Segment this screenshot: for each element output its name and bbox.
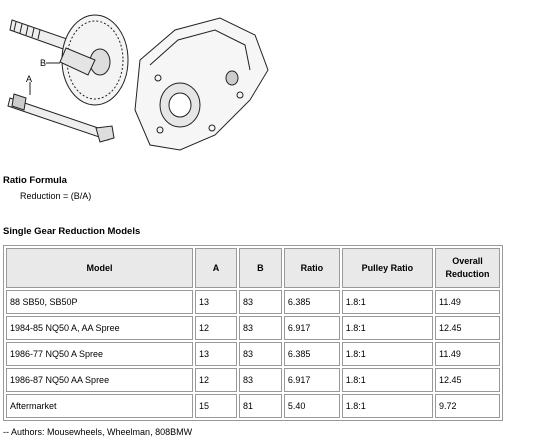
table-title: Single Gear Reduction Models xyxy=(3,226,141,237)
table-cell: 1.8:1 xyxy=(341,368,434,392)
label-b: B xyxy=(40,58,46,68)
table-cell: 13 xyxy=(194,290,237,314)
table-cell: 1.8:1 xyxy=(341,394,434,418)
column-header: Model xyxy=(6,248,193,288)
table-row: Aftermarket 15 81 5.40 1.8:1 9.72 xyxy=(6,394,500,418)
label-a: A xyxy=(26,74,32,84)
table-cell: 88 SB50, SB50P xyxy=(6,290,193,314)
illustration: B A xyxy=(7,14,269,151)
table-cell: 11.49 xyxy=(435,290,500,314)
table-cell: 1986-77 NQ50 A Spree xyxy=(6,342,193,366)
header-row: Model A B Ratio Pulley Ratio Overall Reductio… xyxy=(6,248,500,288)
table-row: 88 SB50, SB50P 13 83 6.385 1.8:1 11.49 xyxy=(6,290,500,314)
column-header: A xyxy=(194,248,237,288)
table-cell: 1986-87 NQ50 AA Spree xyxy=(6,368,193,392)
table-cell: 83 xyxy=(238,290,282,314)
table-cell: 12.45 xyxy=(435,316,500,340)
table-cell: 6.917 xyxy=(283,316,340,340)
table-cell: 81 xyxy=(238,394,282,418)
table-cell: Aftermarket xyxy=(6,394,193,418)
table: Model A B Ratio Pulley Ratio Overall Reductio… xyxy=(3,245,503,421)
table-cell: 83 xyxy=(238,368,282,392)
table-row: 1984-85 NQ50 A, AA Spree 12 83 6.917 1.8:1 12… xyxy=(6,316,500,340)
table-cell: 9.72 xyxy=(435,394,500,418)
table-cell: 6.917 xyxy=(283,368,340,392)
table-cell: 12 xyxy=(194,316,237,340)
table-cell: 1.8:1 xyxy=(341,290,434,314)
table-cell: 12.45 xyxy=(435,368,500,392)
column-header: Ratio xyxy=(283,248,340,288)
table-cell: 83 xyxy=(238,316,282,340)
formula: Reduction = (B/A) xyxy=(20,191,92,201)
table-body: 88 SB50, SB50P 13 83 6.385 1.8:1 11.49 1984-85… xyxy=(6,290,500,418)
table-cell: 1.8:1 xyxy=(341,342,434,366)
column-header: Pulley Ratio xyxy=(341,248,434,288)
table-row: 1986-87 NQ50 AA Spree 12 83 6.917 1.8:1 12.45 xyxy=(6,368,500,392)
table-cell: 12 xyxy=(194,368,237,392)
table-cell: 1984-85 NQ50 A, AA Spree xyxy=(6,316,193,340)
table-cell: 5.40 xyxy=(283,394,340,418)
section-title: Ratio Formula xyxy=(3,175,67,186)
footer: -- Authors: Mousewheels, Wheelman, 808BM… xyxy=(3,427,193,437)
table-cell: 1.8:1 xyxy=(341,316,434,340)
table-cell: 6.385 xyxy=(283,342,340,366)
table-cell: 11.49 xyxy=(435,342,500,366)
table-cell: 6.385 xyxy=(283,290,340,314)
table-cell: 13 xyxy=(194,342,237,366)
table-row: 1986-77 NQ50 A Spree 13 83 6.385 1.8:1 11.49 xyxy=(6,342,500,366)
column-header: B xyxy=(238,248,282,288)
table-cell: 15 xyxy=(194,394,237,418)
column-header: Overall Reduction xyxy=(435,248,500,288)
table-cell: 83 xyxy=(238,342,282,366)
